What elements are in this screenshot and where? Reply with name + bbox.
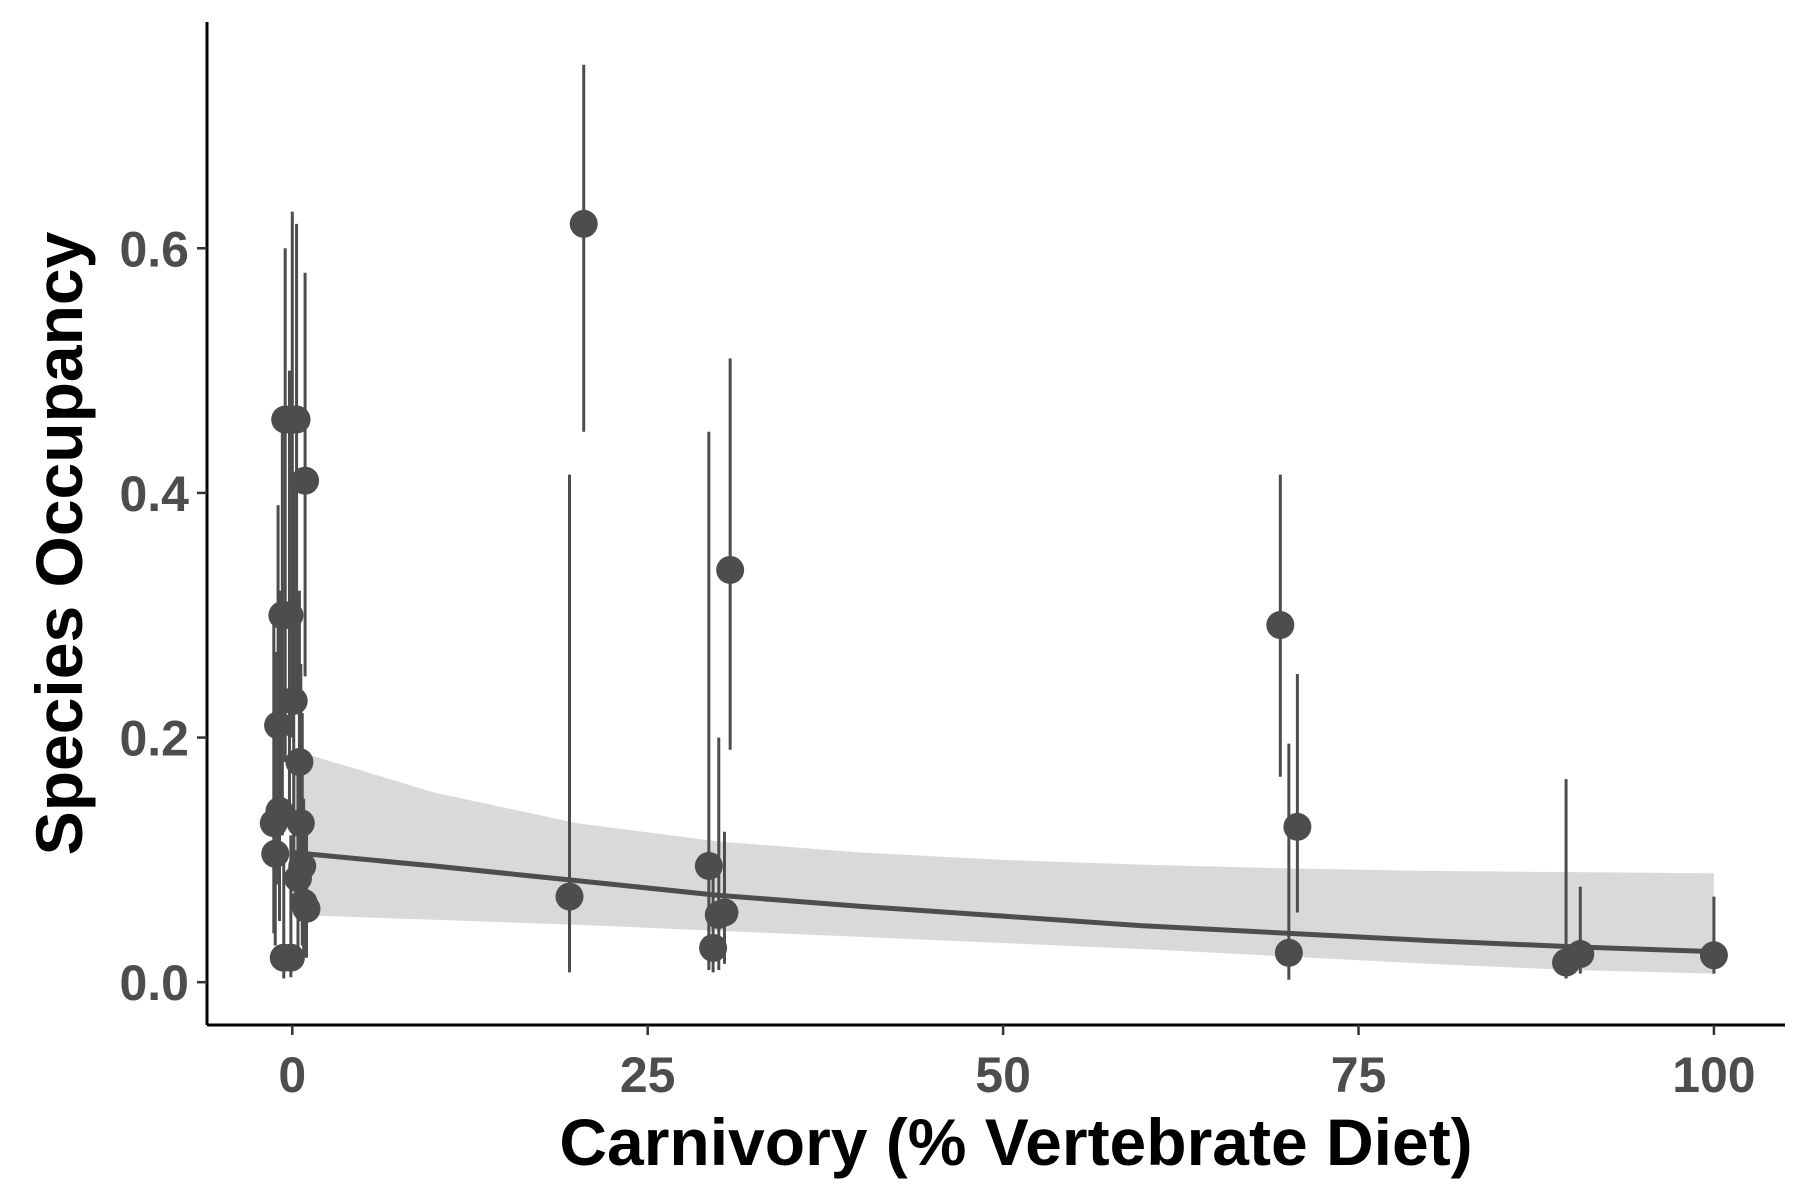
data-point — [261, 839, 290, 868]
data-point — [264, 711, 293, 740]
y-ticks: 0.0 0.2 0.4 0.6 — [119, 221, 207, 1011]
data-point — [694, 851, 723, 880]
data-point — [555, 882, 584, 911]
x-ticks: 0 25 50 75 100 — [278, 1025, 1756, 1103]
data-point — [292, 894, 321, 923]
x-tick-label: 50 — [975, 1047, 1031, 1103]
y-tick-label: 0.0 — [119, 955, 189, 1011]
x-tick-label: 75 — [1331, 1047, 1387, 1103]
data-point — [1266, 611, 1295, 640]
y-tick-label: 0.6 — [119, 221, 189, 277]
x-tick-label: 0 — [278, 1047, 306, 1103]
fit-line-layer — [292, 850, 1715, 955]
data-point — [279, 686, 308, 715]
data-point — [1566, 940, 1595, 969]
data-point — [1283, 812, 1312, 841]
data-point — [1274, 938, 1303, 967]
data-point — [291, 466, 320, 495]
data-point — [286, 809, 315, 838]
data-point — [716, 555, 745, 584]
data-point — [265, 796, 294, 825]
y-tick-label: 0.2 — [119, 711, 189, 767]
data-point — [282, 405, 311, 434]
data-point — [569, 209, 598, 238]
fit-line — [292, 850, 1715, 955]
data-point — [276, 943, 305, 972]
y-tick-label: 0.4 — [119, 466, 189, 522]
confidence-band-layer — [292, 749, 1714, 974]
x-tick-label: 100 — [1672, 1047, 1755, 1103]
data-point — [710, 898, 739, 927]
x-axis-title: Carnivory (% Vertebrate Diet) — [559, 1105, 1472, 1179]
x-tick-label: 25 — [620, 1047, 676, 1103]
y-axis-title: Species Occupancy — [22, 231, 96, 855]
data-point — [285, 748, 314, 777]
axes-layer — [205, 22, 1785, 1027]
data-point — [1699, 941, 1728, 970]
data-point — [283, 864, 312, 893]
data-point — [699, 933, 728, 962]
data-point — [275, 601, 304, 630]
confidence-band — [292, 749, 1714, 974]
points-layer — [259, 209, 1728, 977]
